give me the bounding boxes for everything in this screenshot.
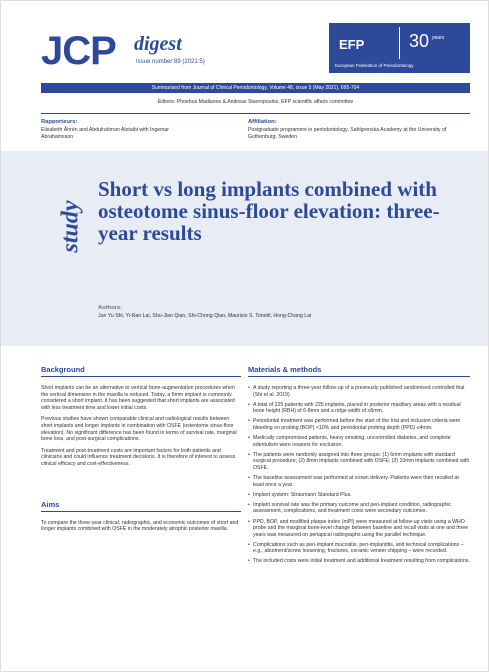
paragraph: Previous studies have shown comparable c… bbox=[41, 416, 237, 443]
method-item: PPD, BOP, and modified plaque index (mPI… bbox=[248, 519, 470, 539]
method-item: A total of 225 patients with 225 implant… bbox=[248, 402, 470, 415]
rule bbox=[41, 376, 241, 377]
affiliation-label: Affiliation: bbox=[248, 119, 277, 125]
efp-name: European Federation of Periodontology bbox=[335, 63, 414, 68]
method-item: Medically compromised patients, heavy sm… bbox=[248, 435, 470, 448]
editors: Editors: Phoebus Madianos & Andreas Stav… bbox=[157, 99, 354, 105]
method-item: A study reporting a three-year follow-up… bbox=[248, 385, 470, 398]
rapporteurs: Elisabeth Åhrén and Abdulrahman Alotaibi… bbox=[41, 127, 170, 140]
title-band bbox=[1, 151, 488, 346]
aims-text: To compare the three-year clinical, radi… bbox=[41, 519, 239, 533]
method-item: The included costs were initial treatmen… bbox=[248, 558, 470, 565]
left-column: Background Short implants can be an alte… bbox=[41, 365, 241, 533]
affiliation: Postgraduate programme in periodontology… bbox=[248, 127, 447, 140]
rule bbox=[248, 376, 470, 377]
section-heading: Materials & methods bbox=[248, 365, 322, 374]
title: Short vs long implants combined with ost… bbox=[98, 177, 440, 245]
rapporteurs-label: Rapporteurs: bbox=[41, 119, 78, 125]
paragraph: Short implants can be an alternative to … bbox=[41, 385, 235, 411]
efp-box: EFP 30 years European Federation of Peri… bbox=[329, 23, 470, 73]
rule bbox=[41, 113, 470, 114]
method-item: The baseline assessment was performed at… bbox=[248, 475, 470, 488]
section-heading: Background bbox=[41, 365, 85, 374]
divider bbox=[399, 27, 400, 59]
study-label: study bbox=[57, 200, 84, 253]
rule bbox=[41, 510, 241, 512]
method-item: Implant system: Straumann Standard Plus. bbox=[248, 492, 470, 499]
method-item: Periodontal treatment was performed befo… bbox=[248, 418, 470, 431]
source-band: Summarised from Journal of Clinical Peri… bbox=[41, 83, 470, 93]
efp-years: 30 bbox=[409, 31, 430, 51]
efp: EFP bbox=[339, 37, 365, 52]
section-heading: Aims bbox=[41, 499, 60, 509]
authors-label: Authors: bbox=[98, 305, 123, 311]
methods-list: A study reporting a three-year follow-up… bbox=[248, 385, 470, 565]
logo: JCP bbox=[41, 29, 117, 73]
right-column: Materials & methods A study reporting a … bbox=[248, 365, 470, 569]
background-text: Short implants can be an alternative to … bbox=[41, 385, 241, 468]
authors: Jun Yu Shi, Yi-Rao Lai, Shu-Jiao Qian, S… bbox=[98, 313, 312, 319]
method-item: Implant survival rate was the primary ou… bbox=[248, 502, 470, 515]
paragraph: Treatment and post-treatment costs are i… bbox=[41, 447, 236, 467]
efp-years-word: years bbox=[432, 35, 445, 41]
method-item: Complications such as peri-implant mucos… bbox=[248, 542, 470, 555]
method-item: The patients were randomly assigned into… bbox=[248, 452, 470, 472]
issue: Issue number 89 (2021:5) bbox=[136, 59, 205, 65]
logo-sub: digest bbox=[134, 33, 182, 55]
